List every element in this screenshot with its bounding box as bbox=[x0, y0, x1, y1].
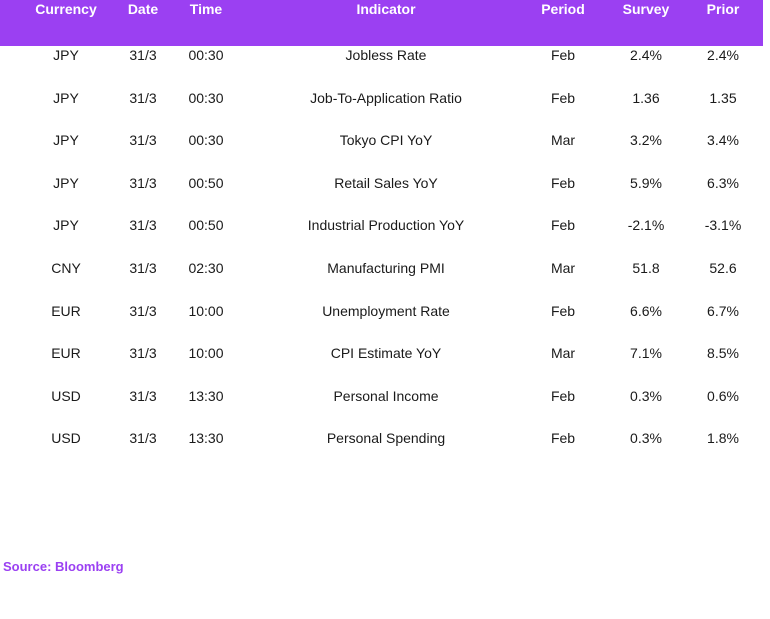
table-row: EUR 31/3 10:00 CPI Estimate YoY Mar 7.1%… bbox=[0, 344, 763, 387]
cell-survey: -2.1% bbox=[627, 217, 665, 234]
cell-currency: USD bbox=[51, 430, 81, 447]
cell-time: 00:50 bbox=[188, 217, 224, 234]
cell-currency: JPY bbox=[53, 89, 79, 106]
source-note: Source: Bloomberg bbox=[3, 559, 124, 574]
cell-prior: 1.8% bbox=[707, 430, 739, 447]
cell-indicator: Manufacturing PMI bbox=[327, 259, 445, 276]
cell-prior: 0.6% bbox=[707, 387, 739, 404]
table-row: EUR 31/3 10:00 Unemployment Rate Feb 6.6… bbox=[0, 302, 763, 345]
cell-indicator: Jobless Rate bbox=[345, 47, 427, 63]
cell-survey: 0.3% bbox=[630, 387, 662, 404]
cell-prior: 6.3% bbox=[707, 174, 739, 191]
table-row: JPY 31/3 00:30 Tokyo CPI YoY Mar 3.2% 3.… bbox=[0, 131, 763, 174]
table-row: USD 31/3 13:30 Personal Spending Feb 0.3… bbox=[0, 429, 763, 472]
cell-prior: 3.4% bbox=[707, 132, 739, 149]
cell-period: Feb bbox=[550, 430, 576, 447]
cell-prior: 1.35 bbox=[709, 89, 737, 106]
cell-time: 13:30 bbox=[188, 387, 224, 404]
cell-currency: CNY bbox=[51, 259, 81, 276]
table-row: CNY 31/3 02:30 Manufacturing PMI Mar 51.… bbox=[0, 259, 763, 302]
cell-period: Feb bbox=[550, 174, 576, 191]
table-row: JPY 31/3 00:50 Industrial Production YoY… bbox=[0, 216, 763, 259]
cell-indicator: Personal Spending bbox=[326, 430, 446, 447]
cell-period: Mar bbox=[550, 132, 576, 149]
cell-indicator: Retail Sales YoY bbox=[334, 174, 438, 191]
cell-currency: JPY bbox=[53, 47, 79, 63]
cell-period: Feb bbox=[550, 387, 576, 404]
cell-period: Feb bbox=[550, 89, 576, 106]
cell-prior: 52.6 bbox=[709, 259, 737, 276]
cell-date: 31/3 bbox=[129, 174, 157, 191]
cell-period: Mar bbox=[550, 259, 576, 276]
cell-time: 02:30 bbox=[188, 259, 224, 276]
header-prior: Prior bbox=[706, 1, 740, 17]
cell-period: Feb bbox=[550, 302, 576, 319]
cell-date: 31/3 bbox=[129, 345, 157, 362]
cell-period: Feb bbox=[550, 217, 576, 234]
cell-indicator: CPI Estimate YoY bbox=[330, 345, 442, 362]
cell-survey: 2.4% bbox=[630, 47, 662, 63]
cell-time: 00:30 bbox=[188, 47, 224, 63]
cell-indicator: Industrial Production YoY bbox=[307, 217, 465, 234]
cell-time: 13:30 bbox=[188, 430, 224, 447]
cell-date: 31/3 bbox=[129, 302, 157, 319]
cell-date: 31/3 bbox=[129, 387, 157, 404]
cell-survey: 6.6% bbox=[630, 302, 662, 319]
cell-survey: 51.8 bbox=[632, 259, 660, 276]
cell-date: 31/3 bbox=[129, 47, 157, 63]
cell-date: 31/3 bbox=[129, 89, 157, 106]
cell-currency: USD bbox=[51, 387, 81, 404]
cell-period: Feb bbox=[550, 47, 576, 63]
cell-currency: EUR bbox=[51, 345, 81, 362]
header-currency: Currency bbox=[35, 1, 97, 17]
header-indicator: Indicator bbox=[356, 1, 416, 17]
cell-date: 31/3 bbox=[129, 132, 157, 149]
cell-survey: 3.2% bbox=[630, 132, 662, 149]
cell-indicator: Unemployment Rate bbox=[322, 302, 450, 319]
cell-currency: EUR bbox=[51, 302, 81, 319]
table-row: JPY 31/3 00:50 Retail Sales YoY Feb 5.9%… bbox=[0, 174, 763, 217]
cell-prior: -3.1% bbox=[704, 217, 742, 234]
cell-indicator: Personal Income bbox=[333, 387, 439, 404]
cell-prior: 2.4% bbox=[707, 47, 739, 63]
economic-calendar-table: Currency Date Time Indicator Period Surv… bbox=[0, 0, 763, 472]
cell-prior: 6.7% bbox=[707, 302, 739, 319]
cell-time: 00:50 bbox=[188, 174, 224, 191]
cell-time: 00:30 bbox=[188, 132, 224, 149]
table-row: USD 31/3 13:30 Personal Income Feb 0.3% … bbox=[0, 387, 763, 430]
cell-survey: 5.9% bbox=[630, 174, 662, 191]
header-time: Time bbox=[189, 1, 223, 17]
table-row: JPY 31/3 00:30 Job-To-Application Ratio … bbox=[0, 89, 763, 132]
cell-period: Mar bbox=[550, 345, 576, 362]
table-body: JPY 31/3 00:30 Jobless Rate Feb 2.4% 2.4… bbox=[0, 46, 763, 472]
cell-survey: 0.3% bbox=[630, 430, 662, 447]
cell-date: 31/3 bbox=[129, 217, 157, 234]
cell-time: 10:00 bbox=[188, 302, 224, 319]
cell-date: 31/3 bbox=[129, 259, 157, 276]
table-header: Currency Date Time Indicator Period Surv… bbox=[0, 0, 763, 46]
cell-time: 00:30 bbox=[188, 89, 224, 106]
cell-currency: JPY bbox=[53, 132, 79, 149]
cell-survey: 7.1% bbox=[630, 345, 662, 362]
cell-currency: JPY bbox=[53, 217, 79, 234]
cell-time: 10:00 bbox=[188, 345, 224, 362]
table-row: JPY 31/3 00:30 Jobless Rate Feb 2.4% 2.4… bbox=[0, 46, 763, 89]
header-survey: Survey bbox=[622, 1, 670, 17]
header-date: Date bbox=[127, 1, 159, 17]
cell-survey: 1.36 bbox=[632, 89, 660, 106]
cell-currency: JPY bbox=[53, 174, 79, 191]
cell-date: 31/3 bbox=[129, 430, 157, 447]
cell-indicator: Job-To-Application Ratio bbox=[310, 89, 462, 106]
header-period: Period bbox=[541, 1, 585, 17]
cell-indicator: Tokyo CPI YoY bbox=[339, 132, 433, 149]
cell-prior: 8.5% bbox=[707, 345, 739, 362]
